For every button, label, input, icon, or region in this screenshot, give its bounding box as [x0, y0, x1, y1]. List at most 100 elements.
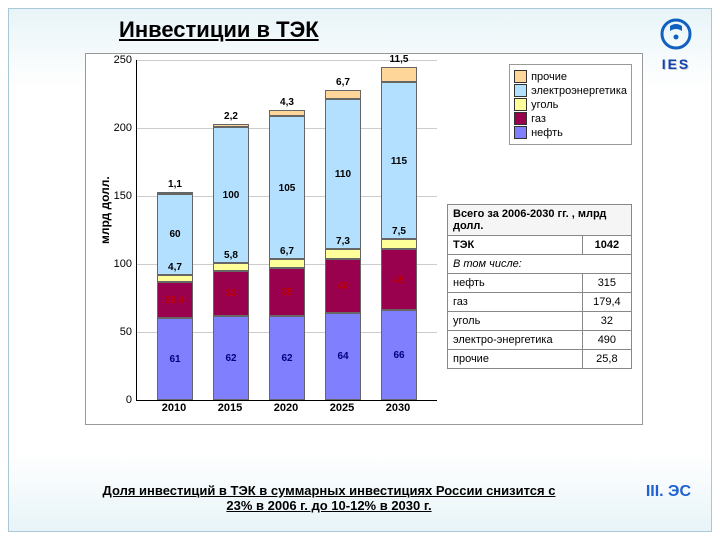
bar-value-label: 62: [214, 353, 248, 364]
bar-value-label: 66: [382, 350, 416, 361]
summary-table: Всего за 2006-2030 гг. , млрд долл.ТЭК10…: [447, 204, 632, 369]
y-axis-label: млрд долл.: [98, 176, 112, 244]
legend-label: электроэнергетика: [531, 85, 627, 97]
bar-segment-other: 6,7: [325, 90, 361, 99]
legend-item: прочие: [514, 70, 627, 83]
legend: прочие электроэнергетика уголь газ нефть: [509, 64, 632, 145]
legend-label: газ: [531, 113, 546, 125]
bar-value-label: 60: [158, 229, 192, 240]
bar-segment-elec: 105: [269, 116, 305, 259]
chart-container: млрд долл. 1,1 60 4,7 26,4 61 2,2 100 5,8 33 62 4,…: [85, 53, 643, 425]
bar: 2,21005,83362: [213, 124, 249, 400]
bar-value-label: 1,1: [158, 179, 192, 190]
bar: 6,71107,34064: [325, 90, 361, 400]
table-row: нефть315: [448, 274, 632, 293]
y-tick: 100: [112, 258, 132, 270]
legend-item: электроэнергетика: [514, 84, 627, 97]
x-tick-label: 2010: [156, 402, 192, 414]
corner-label: III. ЭС: [646, 483, 691, 501]
x-tick-label: 2025: [324, 402, 360, 414]
bar-segment-oil: 62: [213, 316, 249, 400]
y-tick: 200: [112, 122, 132, 134]
logo: IES: [659, 17, 693, 72]
slide-title: Инвестиции в ТЭК: [119, 17, 319, 43]
table-row: уголь32: [448, 312, 632, 331]
legend-swatch: [514, 126, 527, 139]
bar-segment-oil: 61: [157, 318, 193, 401]
slide-frame: Инвестиции в ТЭК IES млрд долл. 1,1 60 4,7…: [8, 8, 712, 532]
bar-value-label: 2,2: [214, 111, 248, 122]
logo-text: IES: [659, 56, 693, 72]
legend-swatch: [514, 98, 527, 111]
bar-value-label: 33: [214, 288, 248, 299]
table-row: прочие25,8: [448, 350, 632, 369]
bar-value-label: 61: [158, 354, 192, 365]
bar-segment-coal: 5,8: [213, 263, 249, 271]
y-tick: 250: [112, 54, 132, 66]
table-header: Всего за 2006-2030 гг. , млрд долл.: [448, 205, 632, 236]
ies-logo-icon: [659, 17, 693, 51]
table-cell-val: 1042: [582, 236, 631, 255]
y-tick: 0: [112, 394, 132, 406]
legend-swatch: [514, 70, 527, 83]
bar-value-label: 7,5: [382, 226, 416, 237]
bar-value-label: 4,7: [158, 262, 192, 273]
bar-value-label: 45: [382, 275, 416, 286]
legend-label: нефть: [531, 127, 563, 139]
legend-label: уголь: [531, 99, 558, 111]
bar-segment-elec: 100: [213, 127, 249, 263]
bar-segment-coal: 7,3: [325, 249, 361, 259]
bar-segment-gas: 45: [381, 249, 417, 310]
table-cell-val: 179,4: [582, 293, 631, 312]
bar-segment-coal: 7,5: [381, 239, 417, 249]
bar: 11,5 115 7,5 45 66: [381, 67, 417, 400]
table-cell-val: 25,8: [582, 350, 631, 369]
table-cell: В том числе:: [448, 255, 632, 274]
bar-segment-other: 11,5: [381, 67, 417, 83]
table-cell-name: ТЭК: [448, 236, 583, 255]
table-cell-name: нефть: [448, 274, 583, 293]
footer-text: Доля инвестиций в ТЭК в суммарных инвест…: [99, 483, 559, 513]
bar-value-label: 105: [270, 183, 304, 194]
table-cell-name: уголь: [448, 312, 583, 331]
bar-value-label: 6,7: [270, 246, 304, 257]
bar-value-label: 35: [270, 287, 304, 298]
bar: 1,1604,726,461: [157, 192, 193, 400]
table-cell-val: 315: [582, 274, 631, 293]
bar-segment-oil: 66: [381, 310, 417, 400]
y-tick: 150: [112, 190, 132, 202]
bar-value-label: 62: [270, 353, 304, 364]
legend-item: газ: [514, 112, 627, 125]
table-row: электро-энергетика490: [448, 331, 632, 350]
legend-swatch: [514, 112, 527, 125]
table-cell-name: прочие: [448, 350, 583, 369]
table-row: газ179,4: [448, 293, 632, 312]
x-tick-label: 2015: [212, 402, 248, 414]
bar-value-label: 6,7: [326, 77, 360, 88]
bar-segment-oil: 62: [269, 316, 305, 400]
plot-area: 1,1 60 4,7 26,4 61 2,2 100 5,8 33 62 4,3 105 6,7 35 62…: [136, 60, 437, 401]
y-tick: 50: [112, 326, 132, 338]
bar-segment-elec: 115: [381, 82, 417, 238]
bar-segment-coal: 6,7: [269, 259, 305, 268]
table-row: В том числе:: [448, 255, 632, 274]
bar-value-label: 5,8: [214, 250, 248, 261]
bar-value-label: 100: [214, 190, 248, 201]
bar-segment-gas: 35: [269, 268, 305, 316]
bar-value-label: 115: [382, 156, 416, 167]
legend-item: нефть: [514, 126, 627, 139]
legend-item: уголь: [514, 98, 627, 111]
bar: 4,31056,73562: [269, 110, 305, 400]
x-tick-label: 2030: [380, 402, 416, 414]
table-cell-name: газ: [448, 293, 583, 312]
bar-segment-gas: 40: [325, 259, 361, 313]
bar-value-label: 4,3: [270, 97, 304, 108]
bar-value-label: 40: [326, 281, 360, 292]
bar-segment-gas: 26,4: [157, 282, 193, 318]
bar-value-label: 110: [326, 169, 360, 180]
table-row: ТЭК1042: [448, 236, 632, 255]
table-cell-val: 490: [582, 331, 631, 350]
legend-swatch: [514, 84, 527, 97]
table-cell-name: электро-энергетика: [448, 331, 583, 350]
x-tick-label: 2020: [268, 402, 304, 414]
